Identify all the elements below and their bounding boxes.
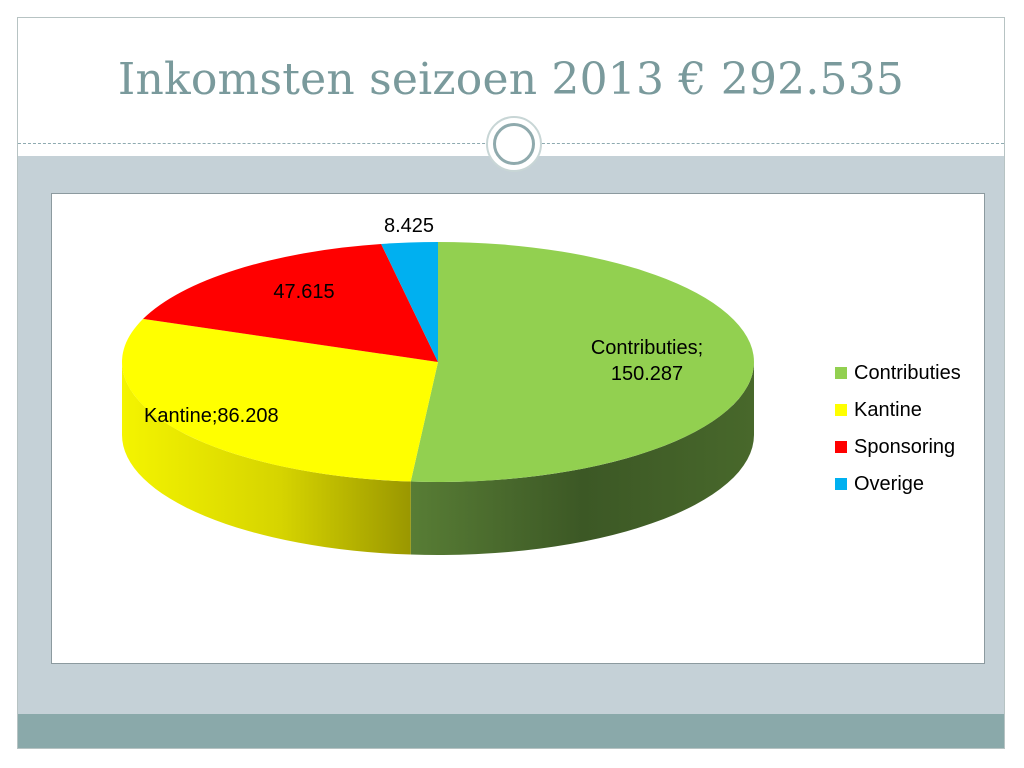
legend: Contributies Kantine Sponsoring Overige bbox=[835, 362, 961, 495]
circle-ornament-icon bbox=[486, 116, 542, 172]
legend-label: Kantine bbox=[854, 399, 922, 421]
legend-item-kantine: Kantine bbox=[835, 399, 922, 421]
legend-label: Contributies bbox=[854, 362, 961, 384]
data-label-name: Contributies; bbox=[591, 337, 703, 359]
slide-title: Inkomsten seizoen 2013 € 292.535 bbox=[117, 54, 905, 105]
slice-kantine bbox=[121, 318, 439, 482]
data-label-sponsoring: 47.615 bbox=[273, 281, 334, 303]
data-label-overige: 8.425 bbox=[384, 215, 434, 237]
legend-item-contributies: Contributies bbox=[835, 362, 961, 384]
legend-swatch bbox=[835, 441, 847, 453]
data-label-text: Kantine;86.208 bbox=[144, 405, 279, 427]
title-area: Inkomsten seizoen 2013 € 292.535 bbox=[18, 18, 1004, 172]
data-label-text: 8.425 bbox=[384, 215, 434, 237]
legend-label: Sponsoring bbox=[854, 436, 955, 458]
legend-item-sponsoring: Sponsoring bbox=[835, 436, 955, 458]
chart-area: Contributies; 150.287 Kantine;86.208 47.615… bbox=[51, 193, 985, 664]
legend-item-overige: Overige bbox=[835, 473, 924, 495]
legend-swatch bbox=[835, 404, 847, 416]
pie-chart: Contributies; 150.287 Kantine;86.208 47.615… bbox=[121, 215, 961, 555]
data-label-contributies: Contributies; 150.287 bbox=[591, 337, 703, 385]
legend-label: Overige bbox=[854, 473, 924, 495]
data-label-kantine: Kantine;86.208 bbox=[144, 405, 279, 427]
slice-sponsoring bbox=[143, 243, 438, 362]
data-label-value: 150.287 bbox=[611, 363, 683, 385]
slice-side-kantine bbox=[122, 362, 411, 555]
footer-band bbox=[18, 714, 1004, 748]
legend-swatch bbox=[835, 367, 847, 379]
data-label-text: 47.615 bbox=[273, 281, 334, 303]
slice-contributies bbox=[410, 242, 754, 482]
slice-overige bbox=[381, 242, 438, 362]
legend-swatch bbox=[835, 478, 847, 490]
slice-side-contributies bbox=[410, 362, 754, 555]
